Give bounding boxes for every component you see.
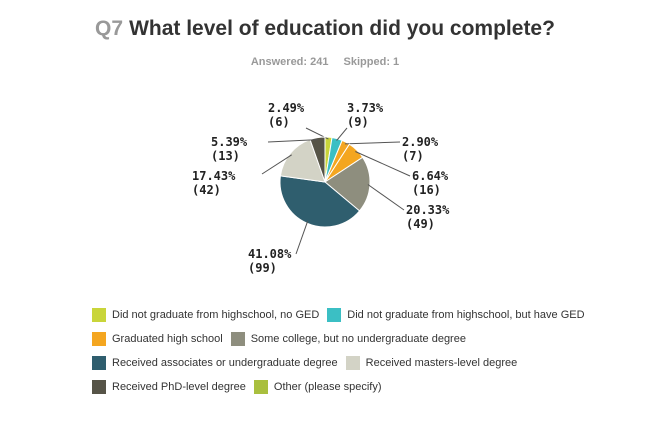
legend-item: Did not graduate from highschool, but ha… [327,308,585,322]
slice-count-label: (42) [192,183,221,197]
legend-swatch [253,380,268,394]
slice-percent-label: 20.33% [406,203,450,217]
slice-count-label: (9) [347,115,369,129]
legend-label: Received PhD-level degree [112,381,246,393]
slice-count-label: (6) [268,115,290,129]
leader-line [336,127,348,141]
pie-chart: 2.49%(6)3.73%(9)2.90%(7)6.64%(16)20.33%(… [192,101,450,275]
legend-item: Graduated high school [92,332,223,346]
slice-count-label: (7) [402,149,424,163]
legend-swatch [92,380,106,394]
chart-legend: Did not graduate from highschool, no GED… [92,303,612,399]
question-text: What level of education did you complete… [129,17,555,40]
legend-row: Did not graduate from highschool, no GED… [92,303,612,327]
leader-line [367,184,405,211]
legend-row: Received associates or undergraduate deg… [92,351,612,375]
leader-line [344,141,401,145]
legend-label: Received associates or undergraduate deg… [112,357,338,369]
legend-swatch [230,332,245,346]
legend-label: Received masters-level degree [365,357,518,369]
slice-count-label: (99) [248,261,277,275]
slice-count-label: (16) [412,183,441,197]
leader-line [261,154,292,175]
question-number: Q7 [95,17,124,40]
slice-percent-label: 5.39% [211,135,248,149]
slice-percent-label: 6.64% [412,169,449,183]
question-title: Q7 What level of education did you comple… [0,17,650,41]
slice-count-label: (49) [406,217,435,231]
pie-slice [324,156,371,212]
legend-label: Other (please specify) [273,381,382,393]
slice-percent-label: 3.73% [347,101,384,115]
legend-swatch [92,308,106,322]
legend-label: Some college, but no undergraduate degre… [250,333,466,345]
response-stats: Answered: 241 Skipped: 1 [0,56,650,68]
slice-percent-label: 41.08% [248,247,292,261]
slice-percent-label: 2.90% [402,135,439,149]
legend-swatch [327,308,342,322]
legend-item: Received associates or undergraduate deg… [92,356,338,370]
legend-item: Received PhD-level degree [92,380,246,394]
legend-swatch [92,332,106,346]
leader-line [267,139,318,143]
legend-item: Other (please specify) [253,380,382,394]
legend-label: Did not graduate from highschool, but ha… [347,309,585,321]
legend-label: Graduated high school [112,333,223,345]
legend-swatch [345,356,360,370]
legend-item: Did not graduate from highschool, no GED [92,308,319,322]
legend-item: Some college, but no undergraduate degre… [230,332,466,346]
legend-row: Received PhD-level degree Other (please … [92,375,612,399]
legend-swatch [92,356,106,370]
answered-count: Answered: 241 [250,56,329,68]
legend-label: Did not graduate from highschool, no GED [112,309,320,321]
slice-percent-label: 17.43% [192,169,236,183]
legend-row: Graduated high school Some college, but … [92,327,612,351]
legend-item: Received masters-level degree [345,356,518,370]
leader-line [295,221,309,255]
slice-percent-label: 2.49% [268,101,305,115]
skipped-count: Skipped: 1 [343,56,400,68]
slice-count-label: (13) [211,149,240,163]
leader-line [355,151,411,177]
